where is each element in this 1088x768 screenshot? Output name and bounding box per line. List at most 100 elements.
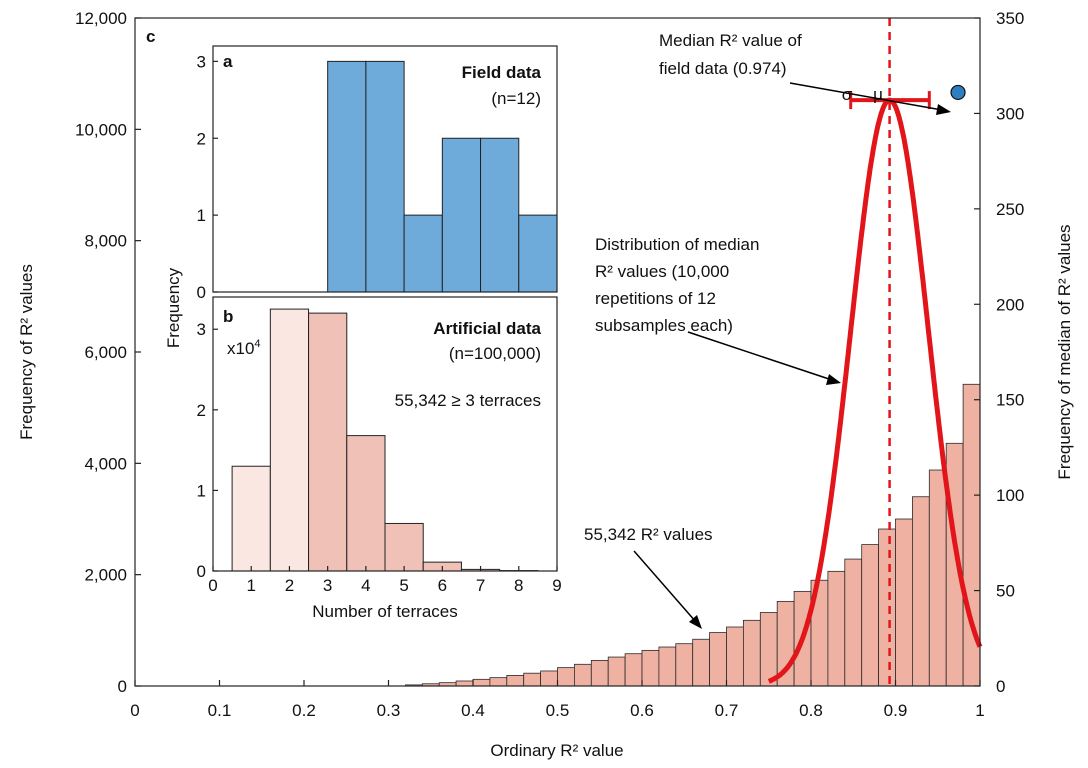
main-histogram-bar [878,528,896,687]
main-y2-tick-label: 0 [996,677,1005,696]
main-histogram-bar [557,667,575,687]
distribution-note-arrowhead [826,374,841,385]
main-y-tick-label: 4,000 [84,454,127,473]
inset-b-multiplier: x104 [227,338,261,358]
inset-b-y-tick-label: 2 [197,401,206,420]
main-histogram-bar [844,558,863,687]
inset-a-y-tick-label: 3 [197,52,206,71]
median-note-line1: Median R² value of [659,31,802,50]
main-y-tick-label: 8,000 [84,232,127,251]
main-histogram-bar [540,670,558,687]
inset-b-bar [346,435,386,572]
inset-a-bars [327,60,558,293]
main-histogram-bar [861,544,880,687]
distribution-note-line4: subsamples each) [595,316,733,335]
inset-b-x-tick-label: 4 [361,576,370,595]
main-y-tick-label: 2,000 [84,566,127,585]
inset-b-y-tick-label: 1 [197,481,206,500]
main-x-tick-label: 0.1 [208,701,232,720]
mu-symbol: μ [873,85,883,104]
main-y-tick-label: 12,000 [75,9,127,28]
main-histogram-bar [641,649,660,687]
main-x-axis-label: Ordinary R² value [490,741,623,760]
panel-label-b: b [223,307,233,326]
inset-b-note: 55,342 ≥ 3 terraces [395,391,541,410]
main-y-tick-label: 6,000 [84,343,127,362]
median-distribution-curve [767,97,983,684]
main-y2-axis-label: Frequency of median of R² values [1055,224,1074,479]
main-histogram-bar [523,672,542,687]
main-y-tick-label: 10,000 [75,120,127,139]
distribution-note-arrow [687,331,833,381]
inset-a-bar [518,214,558,293]
inset-a-bar [441,137,482,293]
main-histogram-bar [624,653,643,687]
main-x-tick-label: 0.7 [715,701,739,720]
inset-a-bar [480,137,520,293]
inset-a-y-tick-label: 2 [197,129,206,148]
inset-a-bar [403,214,443,293]
main-y2-tick-label: 300 [996,104,1024,123]
main-y2-axis: 0 50 100 150 200 250 300 350 [974,9,1024,696]
main-x-tick-label: 0 [130,701,139,720]
inset-b-x-tick-label: 2 [285,576,294,595]
main-histogram-bar [506,675,525,687]
inset-a-frame [212,45,558,293]
annotation-arrows [633,82,951,629]
inset-b-title: Artificial data [433,319,541,338]
main-y2-tick-label: 200 [996,295,1024,314]
main-histogram-bar [759,612,778,687]
sigma-symbol: σ [842,85,853,104]
main-x-tick-label: 0.2 [292,701,316,720]
inset-b: 0 1 2 3 0 1 2 3 4 5 6 7 8 9 b Artificial data (n=100… [164,267,562,621]
main-y2-tick-label: 250 [996,200,1024,219]
main-histogram-bar [590,659,609,687]
inset-a-title: Field data [462,63,542,82]
main-x-tick-label: 0.9 [884,701,908,720]
count-note-arrow [633,550,697,623]
count-note: 55,342 R² values [584,525,713,544]
median-note-arrowhead [936,104,951,115]
inset-b-bars [231,308,539,572]
inset-b-subtitle: (n=100,000) [449,344,541,363]
main-histogram-bar [574,663,592,687]
inset-b-frame [212,296,558,572]
distribution-note-line2: R² values (10,000 [595,262,729,281]
inset-b-x-tick-label: 3 [323,576,332,595]
inset-b-bar [269,308,310,572]
main-histogram-bar [607,656,626,687]
main-histogram-bar [658,646,677,687]
panel-label-a: a [223,52,233,71]
inset-b-x-tick-label: 6 [438,576,447,595]
median-note-arrow [789,82,943,111]
main-y2-tick-label: 150 [996,391,1024,410]
inset-y-axis-label: Frequency [164,267,183,348]
inset-b-y-tick-label: 0 [197,562,206,581]
inset-b-bar [384,522,424,572]
inset-b-y-axis: 0 1 2 3 [197,320,218,581]
inset-b-x-tick-label: 5 [399,576,408,595]
main-y2-tick-label: 350 [996,9,1024,28]
inset-b-x-tick-label: 9 [552,576,561,595]
field-median-point [950,84,966,101]
inset-a: 0 1 2 3 a Field data (n=12) [197,45,558,302]
inset-b-x-tick-label: 7 [476,576,485,595]
distribution-note-line1: Distribution of median [595,235,759,254]
main-y-axis: 0 2,000 4,000 6,000 8,000 10,000 12,000 [75,9,141,696]
inset-b-x-tick-label: 0 [208,576,217,595]
main-x-axis: 0 0.1 0.2 0.3 0.4 0.5 0.6 0.7 0.8 0.9 1 [130,680,985,720]
inset-b-bar [231,465,271,572]
main-y-axis-label: Frequency of R² values [17,264,36,440]
inset-b-bar [308,312,348,572]
main-x-tick-label: 0.3 [377,701,401,720]
distribution-note-line3: repetitions of 12 [595,289,716,308]
main-histogram-bar [692,638,711,687]
inset-b-x-tick-label: 8 [514,576,523,595]
main-histogram-bar [726,626,744,687]
inset-a-y-tick-label: 1 [197,206,206,225]
main-x-tick-label: 0.4 [461,701,485,720]
main-histogram-bar [928,469,947,687]
inset-b-x-tick-label: 1 [246,576,255,595]
main-x-tick-label: 1 [975,701,984,720]
